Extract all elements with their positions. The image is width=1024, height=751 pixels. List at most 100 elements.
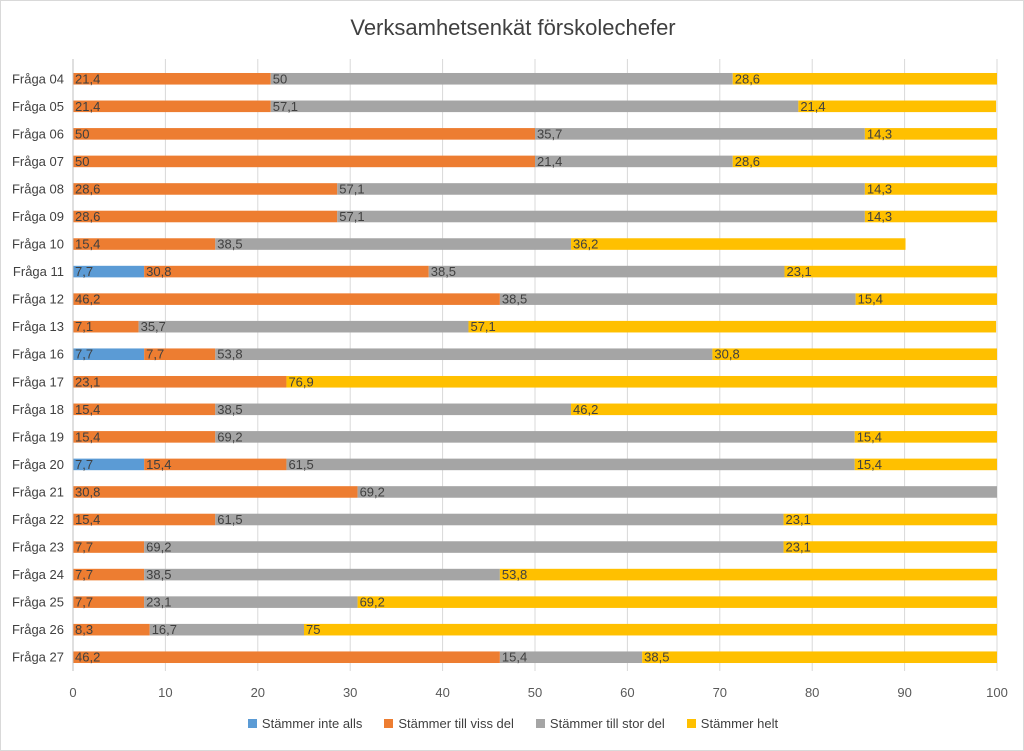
data-label: 15,4 [75, 237, 100, 252]
data-label: 8,3 [75, 622, 93, 637]
bar-fraga-26-stammer-till-viss-del [73, 623, 150, 636]
y-tick-label-fraga-27: Fråga 27 [12, 650, 64, 665]
data-label: 21,4 [75, 99, 100, 114]
data-label: 7,1 [75, 319, 93, 334]
data-label: 30,8 [714, 347, 739, 362]
x-tick-label: 70 [713, 685, 727, 700]
y-tick-label-fraga-13: Fråga 13 [12, 319, 64, 334]
bar-fraga-13-stammer-till-viss-del [73, 320, 139, 333]
data-label: 28,6 [735, 154, 760, 169]
bar-fraga-16-stammer-till-stor-del [215, 348, 713, 361]
data-label: 23,1 [786, 540, 811, 555]
data-label: 46,2 [573, 402, 598, 417]
y-tick-label-fraga-07: Fråga 07 [12, 154, 64, 169]
data-label: 57,1 [273, 99, 298, 114]
bar-fraga-12-stammer-till-viss-del [73, 293, 500, 305]
bar-fraga-11-stammer-inte-alls [73, 265, 145, 278]
data-label: 57,1 [339, 181, 364, 196]
bar-fraga-22-stammer-till-viss-del [73, 513, 216, 526]
bar-fraga-04-stammer-till-viss-del [73, 72, 271, 85]
bar-fraga-05-stammer-till-viss-del [73, 100, 271, 113]
bar-fraga-07-stammer-till-viss-del [73, 155, 535, 168]
legend-swatch [247, 719, 257, 728]
data-label: 57,1 [470, 319, 495, 334]
bar-fraga-10-stammer-till-stor-del [215, 238, 572, 250]
data-label: 30,8 [75, 484, 100, 499]
data-label: 69,2 [360, 595, 385, 610]
bar-fraga-04-stammer-helt [732, 72, 997, 85]
y-tick-label-fraga-10: Fråga 10 [12, 237, 64, 252]
data-label: 21,4 [800, 99, 825, 114]
legend-swatch [384, 719, 394, 728]
data-label: 75 [306, 622, 320, 637]
legend-label: Stämmer till viss del [398, 716, 514, 731]
bar-fraga-19-stammer-helt [854, 431, 997, 443]
data-label: 35,7 [141, 319, 166, 334]
bar-fraga-04-stammer-till-stor-del [270, 72, 733, 85]
y-tick-label-fraga-21: Fråga 21 [12, 484, 64, 499]
data-label: 38,5 [217, 402, 242, 417]
bar-fraga-06-stammer-helt [864, 128, 997, 140]
bar-fraga-11-stammer-helt [784, 265, 997, 278]
bar-fraga-20-stammer-till-stor-del [286, 458, 855, 471]
data-label: 15,4 [75, 402, 100, 417]
data-label: 7,7 [75, 347, 93, 362]
y-tick-label-fraga-05: Fråga 05 [12, 99, 64, 114]
legend-swatch [686, 719, 696, 728]
data-label: 46,2 [75, 292, 100, 307]
data-label: 23,1 [786, 264, 811, 279]
bar-fraga-25-stammer-till-viss-del [73, 596, 145, 608]
legend-label: Stämmer till stor del [549, 716, 665, 731]
bar-fraga-24-stammer-till-viss-del [73, 568, 145, 581]
y-tick-label-fraga-04: Fråga 04 [12, 71, 64, 86]
data-label: 15,4 [146, 457, 171, 472]
bar-fraga-10-stammer-till-viss-del [73, 238, 216, 250]
data-label: 53,8 [502, 567, 527, 582]
x-tick-label: 100 [986, 685, 1008, 700]
data-label: 69,2 [217, 429, 242, 444]
y-tick-label-fraga-24: Fråga 24 [12, 567, 64, 582]
data-label: 7,7 [75, 595, 93, 610]
bar-fraga-05-stammer-helt [798, 100, 997, 113]
legend-item-stammer-till-stor-del: Stämmer till stor del [535, 716, 665, 731]
y-tick-label-fraga-16: Fråga 16 [12, 347, 64, 362]
bars [73, 72, 998, 664]
y-tick-label-fraga-09: Fråga 09 [12, 209, 64, 224]
bar-fraga-08-stammer-till-stor-del [337, 183, 865, 195]
data-label: 7,7 [75, 567, 93, 582]
x-tick-label: 30 [343, 685, 357, 700]
data-label: 35,7 [537, 126, 562, 141]
bar-fraga-24-stammer-till-stor-del [144, 568, 500, 581]
x-tick-label: 0 [69, 685, 76, 700]
bar-fraga-19-stammer-till-viss-del [73, 431, 216, 443]
bar-fraga-20-stammer-helt [854, 458, 997, 471]
data-label: 16,7 [152, 622, 177, 637]
data-label: 38,5 [217, 237, 242, 252]
data-label: 15,4 [858, 292, 883, 307]
bar-fraga-27-stammer-till-viss-del [73, 651, 500, 664]
x-tick-label: 40 [435, 685, 449, 700]
data-label: 50 [273, 71, 287, 86]
bar-fraga-16-stammer-inte-alls [73, 348, 145, 361]
y-tick-label-fraga-20: Fråga 20 [12, 457, 64, 472]
bar-fraga-07-stammer-helt [732, 155, 997, 168]
data-label: 14,3 [867, 209, 892, 224]
data-label: 7,7 [75, 457, 93, 472]
y-tick-label-fraga-23: Fråga 23 [12, 540, 64, 555]
data-label: 23,1 [786, 512, 811, 527]
y-tick-label-fraga-08: Fråga 08 [12, 181, 64, 196]
bar-fraga-11-stammer-till-stor-del [428, 265, 785, 278]
legend-label: Stämmer inte alls [261, 716, 363, 731]
data-label: 61,5 [217, 512, 242, 527]
bar-fraga-21-stammer-till-stor-del [357, 486, 997, 498]
bar-fraga-07-stammer-till-stor-del [535, 155, 733, 168]
bar-fraga-20-stammer-till-viss-del [144, 458, 287, 471]
bar-fraga-05-stammer-till-stor-del [270, 100, 799, 113]
bar-fraga-23-stammer-helt [783, 541, 997, 553]
bar-fraga-13-stammer-till-stor-del [138, 320, 469, 333]
data-label: 69,2 [360, 484, 385, 499]
data-label: 15,4 [75, 429, 100, 444]
legend-item-stammer-inte-alls: Stämmer inte alls [247, 716, 363, 731]
y-tick-label-fraga-26: Fråga 26 [12, 622, 64, 637]
y-tick-label-fraga-12: Fråga 12 [12, 292, 64, 307]
